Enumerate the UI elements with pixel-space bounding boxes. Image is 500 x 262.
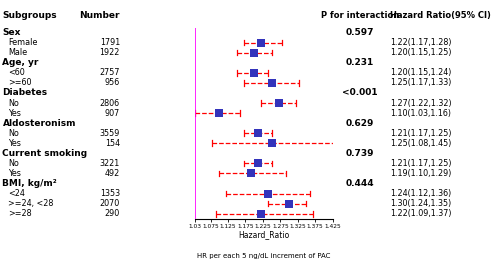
Text: Subgroups: Subgroups [2,11,57,20]
Text: 1.20(1.15,1.25): 1.20(1.15,1.25) [390,48,452,57]
Text: >=28: >=28 [8,209,32,218]
Text: 1.21(1.17,1.25): 1.21(1.17,1.25) [390,129,452,138]
Text: 0.597: 0.597 [346,28,374,37]
Text: Diabetes: Diabetes [2,89,48,97]
Point [285,201,293,206]
Text: Current smoking: Current smoking [2,149,87,158]
Text: Sex: Sex [2,28,21,37]
Point [250,51,258,55]
Point [274,101,282,105]
Text: 1353: 1353 [100,189,120,198]
Text: <60: <60 [8,68,25,77]
Point [257,41,265,45]
Text: <24: <24 [8,189,25,198]
Text: 907: 907 [105,108,120,118]
Text: 1.19(1.10,1.29): 1.19(1.10,1.29) [390,169,452,178]
Text: 1.25(1.17,1.33): 1.25(1.17,1.33) [390,78,452,87]
Point [257,212,265,216]
Text: P for interaction: P for interaction [321,11,399,20]
Text: Female: Female [8,38,38,47]
Point [250,71,258,75]
Text: Yes: Yes [8,169,22,178]
Text: No: No [8,159,20,168]
Text: Aldosteronism: Aldosteronism [2,119,76,128]
Text: 2806: 2806 [100,99,120,107]
Text: Yes: Yes [8,108,22,118]
Text: HR per each 5 ng/dL increment of PAC: HR per each 5 ng/dL increment of PAC [197,253,330,259]
Text: No: No [8,99,20,107]
Text: >=24, <28: >=24, <28 [8,199,54,208]
Point [254,131,262,135]
Text: 0.231: 0.231 [346,58,374,67]
Text: 1.10(1.03,1.16): 1.10(1.03,1.16) [390,108,451,118]
Point [268,141,276,145]
Text: 154: 154 [105,139,120,148]
Point [264,192,272,196]
Text: 492: 492 [105,169,120,178]
Text: Number: Number [80,11,120,20]
Text: >=60: >=60 [8,78,32,87]
Text: 1.20(1.15,1.24): 1.20(1.15,1.24) [390,68,452,77]
Text: 1.30(1.24,1.35): 1.30(1.24,1.35) [390,199,451,208]
Text: 290: 290 [105,209,120,218]
Text: 1.24(1.12,1.36): 1.24(1.12,1.36) [390,189,451,198]
Text: 1.21(1.17,1.25): 1.21(1.17,1.25) [390,159,452,168]
Text: Age, yr: Age, yr [2,58,39,67]
Point [254,161,262,166]
Text: No: No [8,129,20,138]
Text: 0.629: 0.629 [346,119,374,128]
Text: 956: 956 [105,78,120,87]
Text: Hazard Ratio(95% CI): Hazard Ratio(95% CI) [390,11,491,20]
Text: 0.444: 0.444 [346,179,374,188]
Text: 1.27(1.22,1.32): 1.27(1.22,1.32) [390,99,452,107]
Text: 2757: 2757 [100,68,120,77]
Text: 0.739: 0.739 [346,149,374,158]
Text: 1.25(1.08,1.45): 1.25(1.08,1.45) [390,139,452,148]
Text: Male: Male [8,48,28,57]
Text: 1.22(1.17,1.28): 1.22(1.17,1.28) [390,38,452,47]
Text: 2070: 2070 [100,199,120,208]
Point [246,171,254,176]
Text: 1791: 1791 [100,38,120,47]
Text: 1922: 1922 [100,48,120,57]
Text: BMI, kg/m²: BMI, kg/m² [2,179,57,188]
X-axis label: Hazard_Ratio: Hazard_Ratio [238,230,290,239]
Text: <0.001: <0.001 [342,89,378,97]
Point [268,81,276,85]
Text: 3559: 3559 [100,129,120,138]
Text: 3221: 3221 [100,159,120,168]
Text: Yes: Yes [8,139,22,148]
Text: 1.22(1.09,1.37): 1.22(1.09,1.37) [390,209,452,218]
Point [216,111,224,115]
